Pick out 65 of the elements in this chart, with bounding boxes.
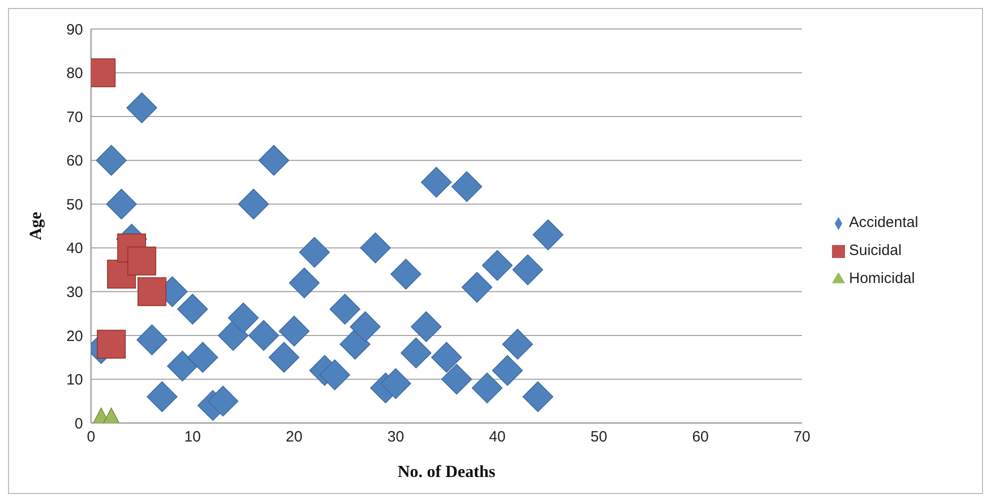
point	[340, 328, 370, 360]
point	[502, 328, 533, 360]
x-axis-title: No. of Deaths	[398, 462, 496, 481]
point	[472, 372, 503, 404]
y-tick-label: 40	[66, 240, 83, 258]
x-tick-label: 40	[488, 428, 506, 446]
point	[138, 277, 166, 306]
point	[208, 386, 238, 417]
x-tick-label: 0	[86, 428, 96, 446]
point	[380, 368, 412, 399]
y-tick-label: 80	[66, 65, 83, 82]
point	[106, 188, 137, 220]
y-tick-label: 0	[74, 415, 83, 432]
legend-label: Homicidal	[849, 270, 915, 287]
point	[420, 166, 452, 198]
point	[228, 302, 259, 334]
point	[248, 320, 280, 351]
point	[258, 144, 290, 176]
point	[238, 188, 269, 220]
point	[187, 342, 218, 373]
point	[532, 219, 564, 250]
y-tick-label: 70	[66, 108, 83, 126]
point	[390, 258, 422, 290]
point	[492, 355, 523, 386]
legend-label: Accidental	[849, 214, 918, 231]
point	[177, 294, 208, 325]
point	[360, 232, 391, 264]
x-tick-label: 50	[590, 428, 608, 446]
y-tick-label: 50	[66, 196, 83, 214]
point	[522, 381, 554, 412]
point	[482, 250, 513, 281]
point	[96, 144, 127, 176]
point	[319, 359, 350, 390]
point	[299, 236, 330, 268]
point	[218, 320, 249, 351]
point	[431, 342, 462, 373]
y-tick-label: 20	[66, 328, 83, 345]
point	[96, 330, 126, 359]
point	[288, 268, 320, 298]
point	[410, 311, 442, 342]
y-tick-label: 30	[66, 284, 83, 301]
y-tick-label: 10	[66, 372, 83, 389]
point	[126, 92, 158, 124]
point	[330, 294, 360, 325]
x-tick-label: 20	[286, 428, 302, 446]
y-tick-label: 60	[66, 152, 83, 170]
point	[127, 246, 156, 276]
point	[268, 342, 300, 373]
x-tick-label: 10	[184, 428, 201, 446]
x-tick-label: 70	[794, 428, 810, 446]
point	[512, 254, 544, 286]
legend-label: Suicidal	[849, 242, 902, 259]
point	[136, 324, 168, 356]
point	[278, 316, 310, 346]
x-tick-label: 60	[692, 428, 709, 446]
x-tick-label: 30	[387, 428, 404, 446]
point	[462, 272, 492, 303]
point	[350, 311, 381, 342]
point	[167, 350, 198, 382]
point	[441, 364, 472, 395]
point	[146, 381, 178, 412]
y-axis-title: Age	[26, 211, 46, 240]
point	[400, 338, 432, 368]
y-tick-label: 90	[66, 21, 83, 38]
point	[451, 171, 482, 202]
